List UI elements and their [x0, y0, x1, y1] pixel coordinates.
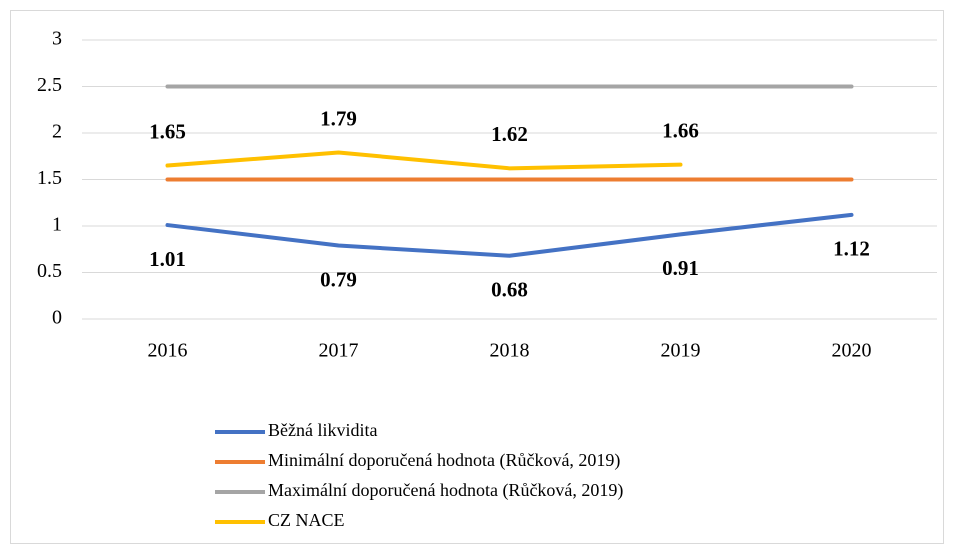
y-tick-label: 0 — [52, 307, 62, 329]
y-tick-label: 2.5 — [37, 74, 62, 96]
x-tick-label: 2020 — [832, 340, 872, 362]
data-label: 1.65 — [149, 119, 186, 143]
data-label: 0.68 — [491, 278, 528, 302]
series-line — [165, 212, 854, 258]
legend-label: Maximální doporučená hodnota (Růčková, 2… — [268, 480, 623, 501]
data-label: 1.01 — [149, 247, 186, 271]
legend-label: Minimální doporučená hodnota (Růčková, 2… — [268, 450, 620, 471]
data-label: 1.62 — [491, 122, 528, 146]
y-tick-label: 1.5 — [37, 167, 62, 189]
x-tick-label: 2017 — [319, 340, 359, 362]
x-tick-label: 2018 — [490, 340, 530, 362]
chart-frame — [10, 10, 944, 544]
x-tick-label: 2016 — [148, 340, 188, 362]
data-label: 1.12 — [833, 237, 870, 261]
y-tick-label: 0.5 — [37, 260, 62, 282]
data-label: 0.91 — [662, 256, 699, 280]
x-tick-label: 2019 — [661, 340, 701, 362]
series-line — [165, 150, 683, 171]
y-tick-label: 2 — [52, 121, 62, 143]
legend-label: Běžná likvidita — [268, 420, 377, 440]
data-label: 1.66 — [662, 118, 699, 142]
legend-label: CZ NACE — [268, 510, 345, 530]
y-tick-label: 1 — [52, 214, 62, 236]
data-label: 0.79 — [320, 267, 357, 291]
data-label: 1.79 — [320, 106, 357, 130]
y-tick-label: 3 — [52, 28, 62, 50]
